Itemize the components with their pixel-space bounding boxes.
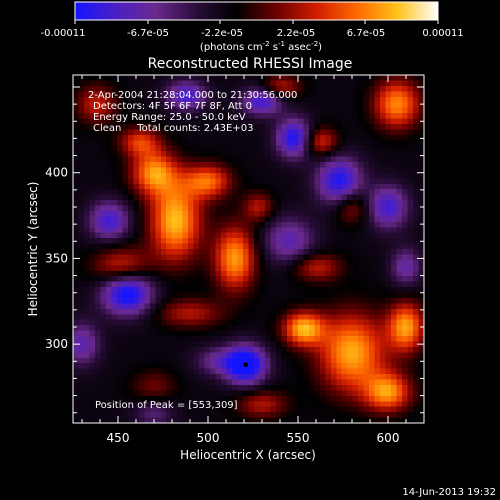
annotation-detectors: Detectors: 4F 5F 6F 7F 8F, Att 0 bbox=[93, 101, 252, 112]
colorbar-tick-label: 2.2e-05 bbox=[277, 28, 315, 39]
y-axis-label: Heliocentric Y (arcsec) bbox=[26, 182, 40, 317]
unit-part: (photons cm bbox=[200, 42, 263, 53]
colorbar-tick-label: -0.00011 bbox=[41, 28, 86, 39]
x-tick-label: 600 bbox=[377, 431, 400, 445]
colorbar-tickmarks bbox=[74, 20, 439, 24]
annotation-energy-range: Energy Range: 25.0 - 50.0 keV bbox=[93, 112, 246, 123]
x-axis-ticks: 450 500 550 600 bbox=[81, 75, 407, 445]
x-axis-label: Heliocentric X (arcsec) bbox=[180, 448, 316, 462]
y-tick-label: 300 bbox=[45, 337, 68, 351]
colorbar-tick-label: -2.2e-05 bbox=[201, 28, 243, 39]
colorbar bbox=[74, 1, 439, 21]
colorbar-unit-label: (photons cm-2 s-1 asec-2) bbox=[200, 40, 322, 53]
colorbar-tick-label: 0.00011 bbox=[422, 28, 463, 39]
x-tick-label: 550 bbox=[287, 431, 310, 445]
unit-exponent: -2 bbox=[311, 40, 318, 48]
annotation-clean-counts: Clean Total counts: 2.43E+03 bbox=[93, 123, 253, 134]
annotations: 2-Apr-2004 21:28:04.000 to 21:30:56.000 … bbox=[88, 90, 297, 411]
y-axis-ticks: 300 350 400 bbox=[45, 86, 424, 414]
unit-exponent: -1 bbox=[278, 40, 285, 48]
chart-title: Reconstructed RHESSI Image bbox=[148, 56, 353, 72]
unit-part: asec bbox=[285, 42, 311, 53]
footer-timestamp: 14-Jun-2013 19:32 bbox=[402, 487, 496, 498]
unit-part: ) bbox=[318, 42, 322, 53]
unit-part: s bbox=[270, 42, 278, 53]
colorbar-tick-label: -6.7e-05 bbox=[127, 28, 169, 39]
y-tick-label: 350 bbox=[45, 251, 68, 265]
colorbar-tick-label: 6.7e-05 bbox=[347, 28, 385, 39]
minimum-marker bbox=[243, 362, 248, 367]
x-tick-label: 500 bbox=[197, 431, 220, 445]
x-tick-label: 450 bbox=[107, 431, 130, 445]
colorbar-tick-labels: -0.00011 -6.7e-05 -2.2e-05 2.2e-05 6.7e-… bbox=[41, 28, 464, 39]
y-tick-label: 400 bbox=[45, 166, 68, 180]
heatmap-image bbox=[73, 75, 424, 423]
unit-exponent: -2 bbox=[263, 40, 270, 48]
plot-frame bbox=[72, 74, 425, 424]
minimum-marker-dot bbox=[243, 362, 248, 367]
peak-position-label: Position of Peak = [553,309] bbox=[95, 400, 238, 411]
annotation-time-range: 2-Apr-2004 21:28:04.000 to 21:30:56.000 bbox=[88, 90, 297, 101]
heatmap-raster bbox=[73, 75, 424, 423]
